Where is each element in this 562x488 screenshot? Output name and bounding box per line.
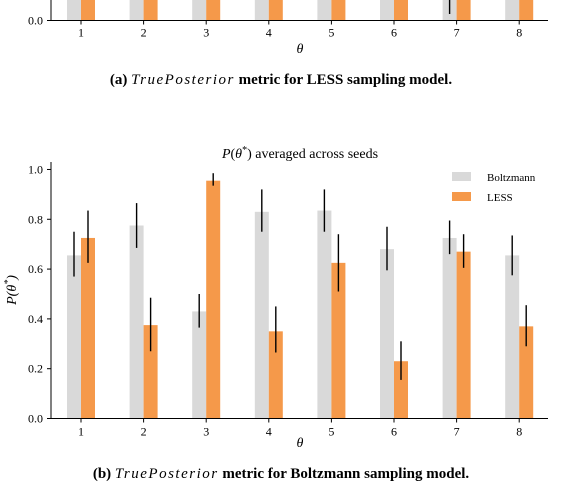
bar-a-less-6 xyxy=(394,0,408,21)
chart-b-ticks: 1 2 3 4 5 6 7 8 0.0 0.2 0.4 0.6 0.8 1.0 xyxy=(28,162,522,438)
bar-a-less-2 xyxy=(143,0,158,21)
bar-a-boltzmann-5 xyxy=(317,0,332,21)
chart-b-bars xyxy=(67,173,534,419)
x-tick-label-4: 4 xyxy=(266,425,272,439)
bar-less-1 xyxy=(81,237,95,419)
bar-less-4 xyxy=(268,331,283,419)
caption-b: (b) TruePosterior metric for Boltzmann s… xyxy=(93,466,470,482)
bar-a-boltzmann-3 xyxy=(192,0,207,21)
bar-less-3 xyxy=(206,180,221,419)
x-tick-label-a-2: 2 xyxy=(141,26,147,40)
x-tick-label-a-6: 6 xyxy=(391,26,397,40)
bar-boltzmann-4 xyxy=(254,211,269,419)
y-tick-label-0.2: 0.2 xyxy=(28,362,43,376)
bar-less-8 xyxy=(519,326,534,419)
bar-boltzmann-1 xyxy=(67,255,81,419)
y-tick-label-a-0.0: 0.0 xyxy=(28,14,43,28)
y-tick-label-0.4: 0.4 xyxy=(28,312,43,326)
bar-a-less-1 xyxy=(81,0,95,21)
chart-a-ticks: 1 2 3 4 5 6 7 8 0.0 xyxy=(28,14,522,40)
y-tick-label-0.8: 0.8 xyxy=(28,212,43,226)
bar-boltzmann-2 xyxy=(129,225,144,419)
x-tick-label-2: 2 xyxy=(141,425,147,439)
legend-swatch-boltzmann xyxy=(452,172,471,181)
bar-a-less-8 xyxy=(519,0,534,21)
chart-b: P(θ*) averaged across seeds 1 2 3 4 5 6 7 8 0.0 0… xyxy=(3,145,548,451)
bar-a-boltzmann-2 xyxy=(129,0,144,21)
x-tick-label-1: 1 xyxy=(78,425,84,439)
bar-boltzmann-3 xyxy=(192,311,207,419)
x-tick-label-a-4: 4 xyxy=(266,26,272,40)
legend-swatch-less xyxy=(452,192,471,201)
bar-a-less-5 xyxy=(331,0,346,21)
bar-a-boltzmann-8 xyxy=(505,0,520,21)
bar-less-7 xyxy=(456,251,471,419)
bar-less-6 xyxy=(394,361,408,419)
x-tick-label-5: 5 xyxy=(328,425,334,439)
chart-a-bars xyxy=(67,0,534,21)
bar-a-boltzmann-1 xyxy=(67,0,81,21)
x-tick-label-3: 3 xyxy=(203,425,209,439)
bar-boltzmann-5 xyxy=(317,210,332,419)
bar-boltzmann-8 xyxy=(505,255,520,419)
chart-b-y-axis-label: P(θ*) xyxy=(3,275,20,306)
bar-a-less-7 xyxy=(456,0,471,21)
chart-a-x-axis-label: θ xyxy=(297,42,304,57)
x-tick-label-8: 8 xyxy=(516,425,522,439)
bar-a-less-3 xyxy=(206,0,221,21)
x-tick-label-a-7: 7 xyxy=(454,26,460,40)
bar-boltzmann-6 xyxy=(380,249,394,419)
x-tick-label-a-5: 5 xyxy=(328,26,334,40)
caption-a: (a) TruePosterior metric for LESS sampli… xyxy=(110,72,452,88)
x-tick-label-a-8: 8 xyxy=(516,26,522,40)
y-tick-label-0.0: 0.0 xyxy=(28,412,43,426)
legend-label-boltzmann: Boltzmann xyxy=(487,172,536,184)
bar-less-5 xyxy=(331,262,346,419)
bar-boltzmann-7 xyxy=(442,237,457,419)
bar-a-less-4 xyxy=(268,0,283,21)
x-tick-label-a-3: 3 xyxy=(203,26,209,40)
y-tick-label-1.0: 1.0 xyxy=(28,162,43,176)
x-tick-label-6: 6 xyxy=(391,425,397,439)
chart-a: 1 2 3 4 5 6 7 8 0.0 θ xyxy=(28,0,548,57)
bar-a-boltzmann-4 xyxy=(254,0,269,21)
x-tick-label-7: 7 xyxy=(454,425,460,439)
chart-b-title: P(θ*) averaged across seeds xyxy=(221,145,378,162)
bar-a-boltzmann-6 xyxy=(380,0,394,21)
chart-b-x-axis-label: θ xyxy=(297,436,304,451)
x-tick-label-a-1: 1 xyxy=(78,26,84,40)
legend-label-less: LESS xyxy=(487,192,513,204)
chart-b-legend: Boltzmann LESS xyxy=(452,172,536,204)
bar-less-2 xyxy=(143,325,158,419)
y-tick-label-0.6: 0.6 xyxy=(28,262,43,276)
